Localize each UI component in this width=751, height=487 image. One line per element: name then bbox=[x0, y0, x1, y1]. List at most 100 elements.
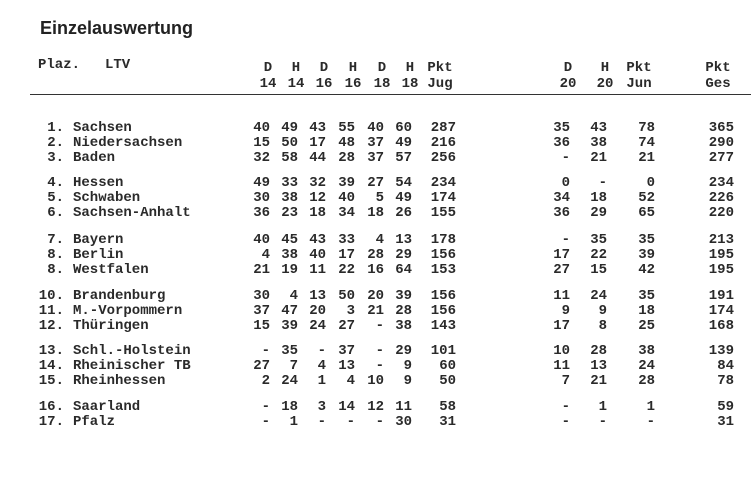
cell-value: - bbox=[598, 175, 607, 191]
cell-value: 1 bbox=[317, 373, 326, 389]
column-header-bottom: Jug bbox=[427, 76, 453, 92]
header-plaz: Plaz. bbox=[38, 57, 81, 73]
rank: 12. bbox=[38, 318, 64, 334]
cell-value: 28 bbox=[395, 303, 412, 319]
column-header-bottom: 18 bbox=[373, 76, 391, 92]
cell-value: 30 bbox=[395, 414, 412, 430]
cell-value: 38 bbox=[281, 190, 298, 206]
cell-value: 35 bbox=[590, 232, 607, 248]
cell-value: 15 bbox=[253, 318, 270, 334]
cell-value: 174 bbox=[430, 190, 456, 206]
rank: 3. bbox=[47, 150, 64, 166]
cell-value: 74 bbox=[638, 135, 655, 151]
cell-value: - bbox=[261, 399, 270, 415]
cell-value: 234 bbox=[708, 175, 734, 191]
column-header-top: D bbox=[319, 60, 329, 76]
cell-value: 1 bbox=[598, 399, 607, 415]
cell-value: 28 bbox=[367, 247, 384, 263]
cell-value: 3 bbox=[346, 303, 355, 319]
team-name: Pfalz bbox=[73, 414, 116, 430]
cell-value: 17 bbox=[553, 318, 570, 334]
cell-value: 25 bbox=[638, 318, 655, 334]
cell-value: 15 bbox=[590, 262, 607, 278]
column-header-top: Pkt bbox=[427, 60, 453, 76]
cell-value: 18 bbox=[281, 399, 298, 415]
cell-value: 12 bbox=[367, 399, 384, 415]
cell-value: 84 bbox=[717, 358, 734, 374]
table-row: 13. Schl.-Holstein -35-37-29 101 10 28 38 139 bbox=[0, 344, 751, 359]
rank: 10. bbox=[38, 288, 64, 304]
cell-value: 30 bbox=[253, 190, 270, 206]
cell-value: 13 bbox=[338, 358, 355, 374]
cell-value: 168 bbox=[708, 318, 734, 334]
cell-value: 155 bbox=[430, 205, 456, 221]
cell-value: 11 bbox=[553, 288, 570, 304]
cell-value: 16 bbox=[367, 262, 384, 278]
cell-value: 43 bbox=[590, 120, 607, 136]
cell-value: 24 bbox=[638, 358, 655, 374]
team-name: Thüringen bbox=[73, 318, 149, 334]
cell-value: - bbox=[317, 414, 326, 430]
cell-value: 40 bbox=[367, 120, 384, 136]
cell-value: 195 bbox=[708, 247, 734, 263]
rank: 6. bbox=[47, 205, 64, 221]
cell-value: 40 bbox=[253, 120, 270, 136]
table-row: 8. Berlin 4 38 40 17 28 29 156 17 22 39 195 bbox=[0, 248, 751, 263]
table-row: 10. Brandenburg 30 4 13 50 20 39 156 11 24 35 191 bbox=[0, 289, 751, 304]
cell-value: 216 bbox=[430, 135, 456, 151]
column-header-bottom: 16 bbox=[315, 76, 333, 92]
cell-value: - bbox=[561, 399, 570, 415]
cell-value: - bbox=[561, 150, 570, 166]
cell-value: 11 bbox=[309, 262, 326, 278]
column-header-bottom: Ges bbox=[705, 76, 731, 92]
column-header-top: D bbox=[377, 60, 387, 76]
cell-value: 50 bbox=[281, 135, 298, 151]
cell-value: 31 bbox=[717, 414, 734, 430]
cell-value: 78 bbox=[638, 120, 655, 136]
cell-value: 21 bbox=[367, 303, 384, 319]
rank: 17. bbox=[38, 414, 64, 430]
cell-value: 4 bbox=[317, 358, 326, 374]
cell-value: 226 bbox=[708, 190, 734, 206]
column-header-top: H bbox=[291, 60, 301, 76]
cell-value: - bbox=[317, 343, 326, 359]
column-header-bottom: 14 bbox=[287, 76, 305, 92]
cell-value: 27 bbox=[253, 358, 270, 374]
cell-value: 39 bbox=[338, 175, 355, 191]
cell-value: 290 bbox=[708, 135, 734, 151]
header-ltv: LTV bbox=[105, 57, 131, 73]
cell-value: 4 bbox=[375, 232, 384, 248]
cell-value: 35 bbox=[638, 288, 655, 304]
table-row: 7. Bayern 40 45 43 33 4 13 178 - 35 35 213 bbox=[0, 233, 751, 248]
cell-value: 5 bbox=[375, 190, 384, 206]
cell-value: 60 bbox=[395, 120, 412, 136]
cell-value: - bbox=[261, 414, 270, 430]
cell-value: - bbox=[261, 343, 270, 359]
cell-value: 43 bbox=[309, 232, 326, 248]
team-name: Niedersachsen bbox=[73, 135, 183, 151]
cell-value: 44 bbox=[309, 150, 326, 166]
cell-value: 18 bbox=[590, 190, 607, 206]
cell-value: 143 bbox=[430, 318, 456, 334]
cell-value: 101 bbox=[430, 343, 456, 359]
cell-value: 39 bbox=[395, 288, 412, 304]
cell-value: 48 bbox=[338, 135, 355, 151]
cell-value: 55 bbox=[338, 120, 355, 136]
cell-value: 9 bbox=[561, 303, 570, 319]
cell-value: 40 bbox=[338, 190, 355, 206]
cell-value: 21 bbox=[590, 373, 607, 389]
table-header: Plaz. LTV D 14 H 14 D 16 H 16 D 18 H 18 Pkt Jug D 20 H 20… bbox=[0, 0, 751, 95]
column-header-bottom: 18 bbox=[401, 76, 419, 92]
cell-value: 10 bbox=[553, 343, 570, 359]
cell-value: 220 bbox=[708, 205, 734, 221]
cell-value: 38 bbox=[638, 343, 655, 359]
cell-value: 1 bbox=[646, 399, 655, 415]
table-row: 2. Niedersachsen 15 50 17 48 37 49 216 36 38 74 290 bbox=[0, 136, 751, 151]
team-name: Westfalen bbox=[73, 262, 149, 278]
cell-value: 24 bbox=[309, 318, 326, 334]
cell-value: 29 bbox=[395, 343, 412, 359]
rank: 4. bbox=[47, 175, 64, 191]
cell-value: 195 bbox=[708, 262, 734, 278]
cell-value: 23 bbox=[281, 205, 298, 221]
